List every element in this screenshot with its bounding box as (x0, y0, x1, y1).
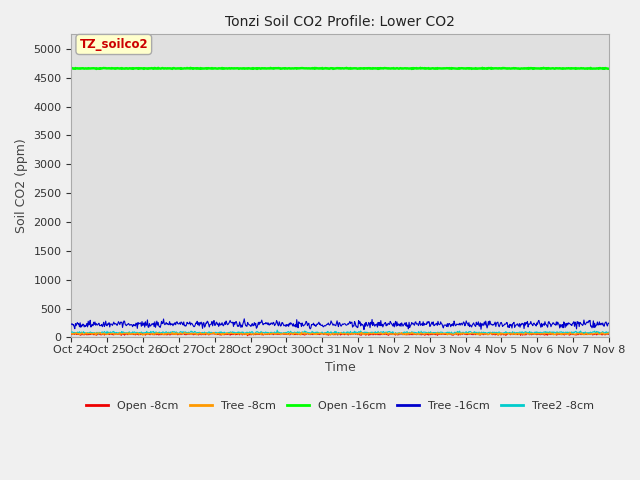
Text: TZ_soilco2: TZ_soilco2 (79, 38, 148, 51)
Title: Tonzi Soil CO2 Profile: Lower CO2: Tonzi Soil CO2 Profile: Lower CO2 (225, 15, 455, 29)
Legend: Open -8cm, Tree -8cm, Open -16cm, Tree -16cm, Tree2 -8cm: Open -8cm, Tree -8cm, Open -16cm, Tree -… (81, 396, 598, 415)
X-axis label: Time: Time (324, 360, 355, 373)
Y-axis label: Soil CO2 (ppm): Soil CO2 (ppm) (15, 139, 28, 233)
